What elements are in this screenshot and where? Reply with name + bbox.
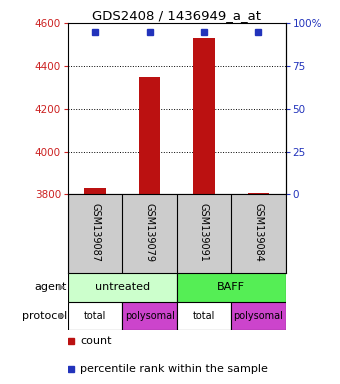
Title: GDS2408 / 1436949_a_at: GDS2408 / 1436949_a_at [92,9,261,22]
Text: agent: agent [35,282,67,292]
Text: GSM139084: GSM139084 [253,203,264,262]
Text: GSM139079: GSM139079 [144,203,155,262]
Bar [84,188,106,194]
Bar [122,301,177,330]
Text: polysomal: polysomal [234,311,283,321]
Text: total: total [193,311,215,321]
Text: protocol: protocol [22,311,67,321]
Text: BAFF: BAFF [217,282,245,292]
Text: total: total [84,311,106,321]
Bar [139,77,160,194]
Text: untreated: untreated [95,282,150,292]
Text: polysomal: polysomal [125,311,174,321]
Bar [248,193,269,194]
Text: count: count [80,336,112,346]
Bar [177,301,231,330]
Bar [177,273,286,301]
Bar [193,38,215,194]
Bar [231,301,286,330]
Text: percentile rank within the sample: percentile rank within the sample [80,364,268,374]
Bar [68,301,122,330]
Bar [68,273,177,301]
Text: GSM139087: GSM139087 [90,203,100,262]
Text: GSM139091: GSM139091 [199,203,209,262]
